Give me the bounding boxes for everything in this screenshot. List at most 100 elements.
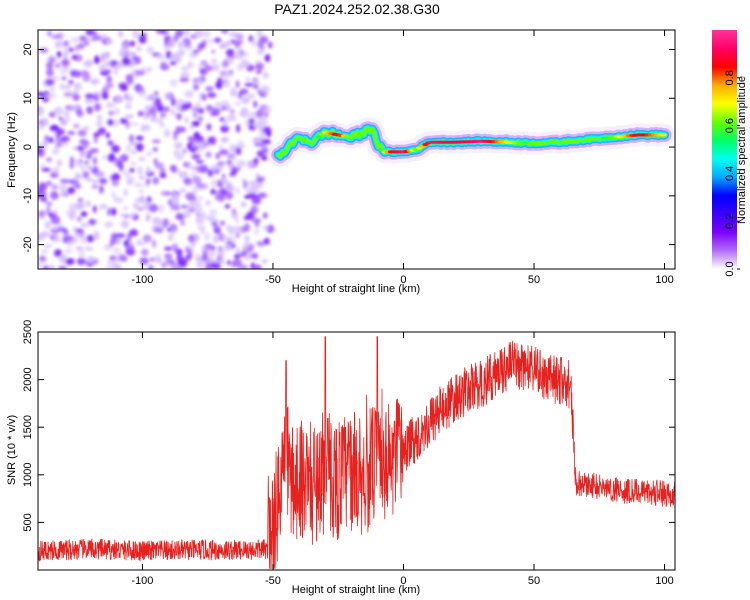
noise-blob xyxy=(111,191,117,199)
noise-blob xyxy=(224,204,231,209)
noise-blob xyxy=(205,104,214,112)
noise-blob xyxy=(125,74,134,81)
noise-blob xyxy=(237,91,243,100)
noise-blob xyxy=(263,71,269,80)
x-tick-label: 0 xyxy=(400,575,406,587)
noise-blob xyxy=(256,30,263,38)
noise-blob xyxy=(63,116,72,122)
snr-plot-area xyxy=(38,336,675,569)
noise-blob xyxy=(109,240,114,247)
noise-blob xyxy=(129,229,139,237)
noise-blob xyxy=(235,186,240,195)
noise-blob xyxy=(134,56,142,65)
noise-blob xyxy=(55,40,64,47)
noise-blob xyxy=(187,196,198,202)
noise-blob xyxy=(86,165,93,171)
noise-blob xyxy=(76,216,82,222)
noise-blob xyxy=(51,167,60,174)
colorbar-gradient xyxy=(712,30,737,269)
noise-blob xyxy=(124,103,132,110)
noise-blob xyxy=(235,80,240,89)
noise-blob xyxy=(210,179,219,188)
noise-blob xyxy=(64,235,74,242)
noise-blob xyxy=(91,184,99,189)
noise-blob xyxy=(56,51,62,58)
noise-blob xyxy=(149,117,158,123)
noise-blob xyxy=(137,110,145,117)
noise-blob xyxy=(80,222,90,228)
noise-blob xyxy=(215,152,221,160)
noise-blob xyxy=(61,76,67,81)
noise-blob xyxy=(132,202,139,210)
noise-blob xyxy=(183,161,191,168)
noise-blob xyxy=(48,136,55,144)
noise-blob xyxy=(44,220,52,229)
noise-blob xyxy=(110,232,119,240)
noise-blob xyxy=(220,106,228,111)
noise-blob xyxy=(86,234,95,243)
noise-blob xyxy=(213,225,221,235)
noise-blob xyxy=(93,56,101,65)
noise-blob xyxy=(157,204,165,213)
noise-blob xyxy=(116,233,126,239)
noise-blob xyxy=(93,132,100,138)
noise-blob xyxy=(177,41,186,49)
ridge-hotspot xyxy=(318,133,326,137)
noise-blob xyxy=(206,123,212,131)
noise-blob xyxy=(135,70,145,76)
noise-blob xyxy=(218,149,229,156)
noise-blob xyxy=(77,197,84,203)
noise-blob xyxy=(102,39,107,45)
noise-blob xyxy=(67,186,76,195)
noise-blob xyxy=(78,158,83,164)
noise-blob xyxy=(90,78,100,85)
y-tick-label: 1500 xyxy=(22,415,34,439)
noise-blob xyxy=(58,265,67,269)
noise-blob xyxy=(191,153,201,160)
x-tick-label: -50 xyxy=(265,274,281,286)
noise-blob xyxy=(207,169,214,177)
noise-blob xyxy=(175,152,185,161)
noise-blob xyxy=(120,220,130,229)
noise-blob xyxy=(204,243,213,249)
noise-blob xyxy=(39,47,49,53)
noise-blob xyxy=(197,107,204,114)
noise-blob xyxy=(192,186,198,196)
colorbar-tick-label: 0.2 xyxy=(724,214,736,229)
noise-blob xyxy=(81,144,88,151)
noise-blob xyxy=(111,179,120,187)
noise-blob xyxy=(222,118,228,127)
noise-blob xyxy=(45,206,51,215)
noise-blob xyxy=(197,78,204,85)
noise-blob xyxy=(38,124,45,130)
noise-blob xyxy=(234,40,241,49)
noise-blob xyxy=(205,86,214,92)
ridge-hotspot xyxy=(660,133,667,137)
noise-blob xyxy=(105,39,114,45)
noise-blob xyxy=(162,190,167,196)
noise-blob xyxy=(147,66,152,73)
noise-blob xyxy=(64,84,72,90)
noise-blob xyxy=(91,179,100,184)
noise-blob xyxy=(173,248,183,254)
noise-blob xyxy=(145,178,151,185)
noise-blob xyxy=(186,142,193,151)
noise-blob xyxy=(125,94,133,103)
noise-blob xyxy=(159,111,167,118)
noise-blob xyxy=(107,207,112,217)
noise-blob xyxy=(84,246,94,251)
noise-blob xyxy=(70,37,80,43)
noise-blob xyxy=(173,132,178,141)
noise-blob xyxy=(72,123,80,129)
noise-blob xyxy=(76,257,86,266)
snr-y-label: SNR (10 * v/v) xyxy=(6,415,18,485)
noise-blob xyxy=(100,92,108,100)
noise-blob xyxy=(127,213,136,219)
noise-blob xyxy=(129,134,134,143)
noise-blob xyxy=(191,146,199,151)
noise-blob xyxy=(207,38,215,44)
noise-blob xyxy=(103,244,112,251)
noise-blob xyxy=(262,225,270,231)
noise-blob xyxy=(67,242,72,247)
